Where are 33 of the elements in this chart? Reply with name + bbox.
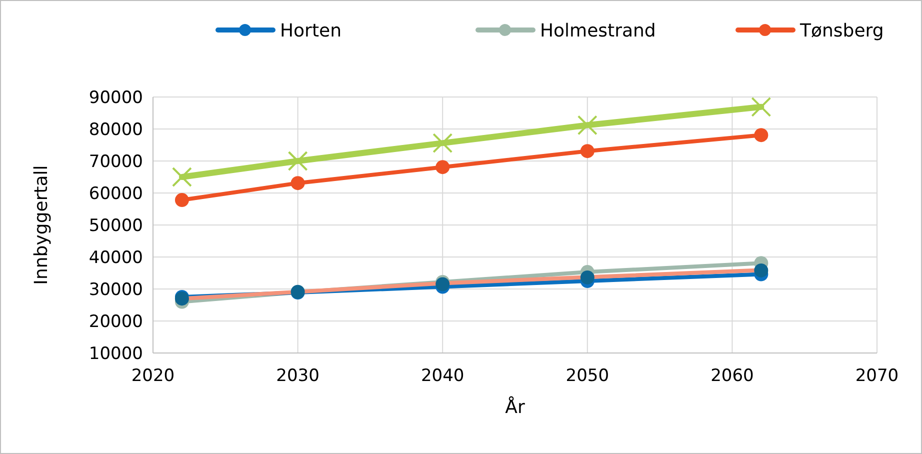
point bbox=[436, 160, 450, 174]
legend-label: Horten bbox=[280, 20, 342, 42]
x-tick-label: 2070 bbox=[855, 366, 899, 386]
y-tick-label: 70000 bbox=[88, 152, 143, 172]
y-tick-label: 60000 bbox=[88, 184, 143, 204]
point bbox=[580, 144, 594, 158]
x-tick-label: 2030 bbox=[276, 366, 320, 386]
x-tick-label: 2050 bbox=[566, 366, 610, 386]
x-tick-label: 2060 bbox=[710, 366, 754, 386]
point bbox=[174, 193, 189, 208]
point bbox=[580, 270, 594, 284]
point bbox=[288, 151, 308, 171]
y-tick-label: 30000 bbox=[88, 280, 143, 300]
legend-label: Tønsberg bbox=[799, 20, 884, 42]
point bbox=[754, 263, 768, 278]
y-tick-label: 20000 bbox=[88, 312, 143, 332]
y-tick-label: 40000 bbox=[88, 248, 143, 268]
point bbox=[432, 133, 453, 154]
y-tick-label: 10000 bbox=[88, 344, 143, 364]
y-axis-title: Innbyggertall bbox=[31, 165, 52, 285]
point bbox=[754, 128, 768, 142]
y-tick-label: 80000 bbox=[88, 120, 143, 140]
legend-label: Holmestrand bbox=[540, 20, 656, 42]
x-axis-title: År bbox=[505, 396, 526, 418]
x-tick-label: 2020 bbox=[131, 366, 175, 386]
y-tick-label: 90000 bbox=[88, 88, 143, 108]
point bbox=[436, 277, 450, 292]
point bbox=[577, 115, 598, 136]
point bbox=[290, 176, 305, 190]
point bbox=[751, 96, 772, 117]
y-tick-label: 50000 bbox=[88, 216, 143, 236]
point bbox=[172, 167, 192, 187]
x-tick-label: 2040 bbox=[420, 366, 464, 386]
